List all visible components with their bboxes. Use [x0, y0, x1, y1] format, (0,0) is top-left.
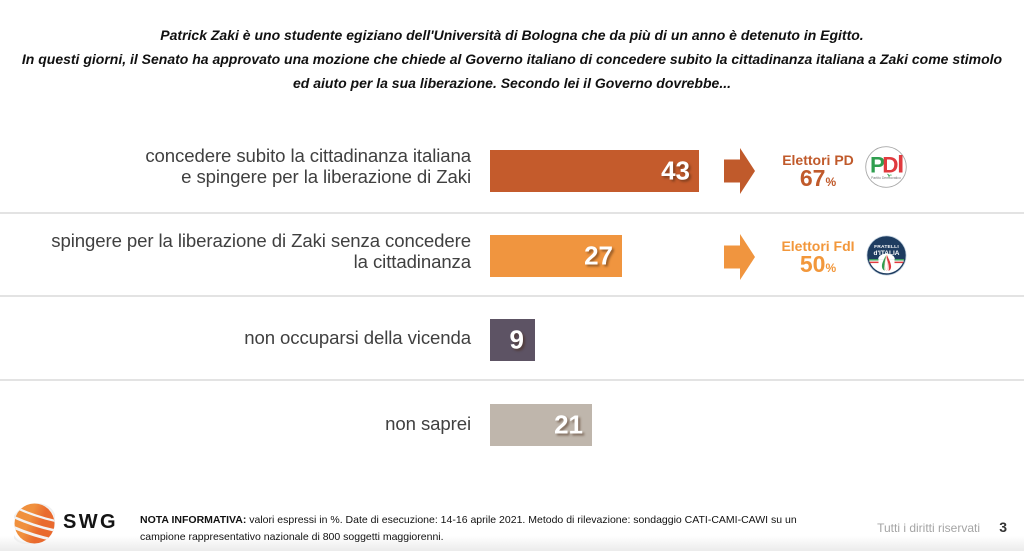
- svg-text:FRATELLI: FRATELLI: [874, 244, 899, 250]
- svg-text:Partito Democratico: Partito Democratico: [871, 176, 901, 180]
- svg-text:D: D: [882, 153, 898, 178]
- svg-text:d'ITALIA: d'ITALIA: [874, 250, 900, 257]
- svg-text:P: P: [870, 153, 885, 178]
